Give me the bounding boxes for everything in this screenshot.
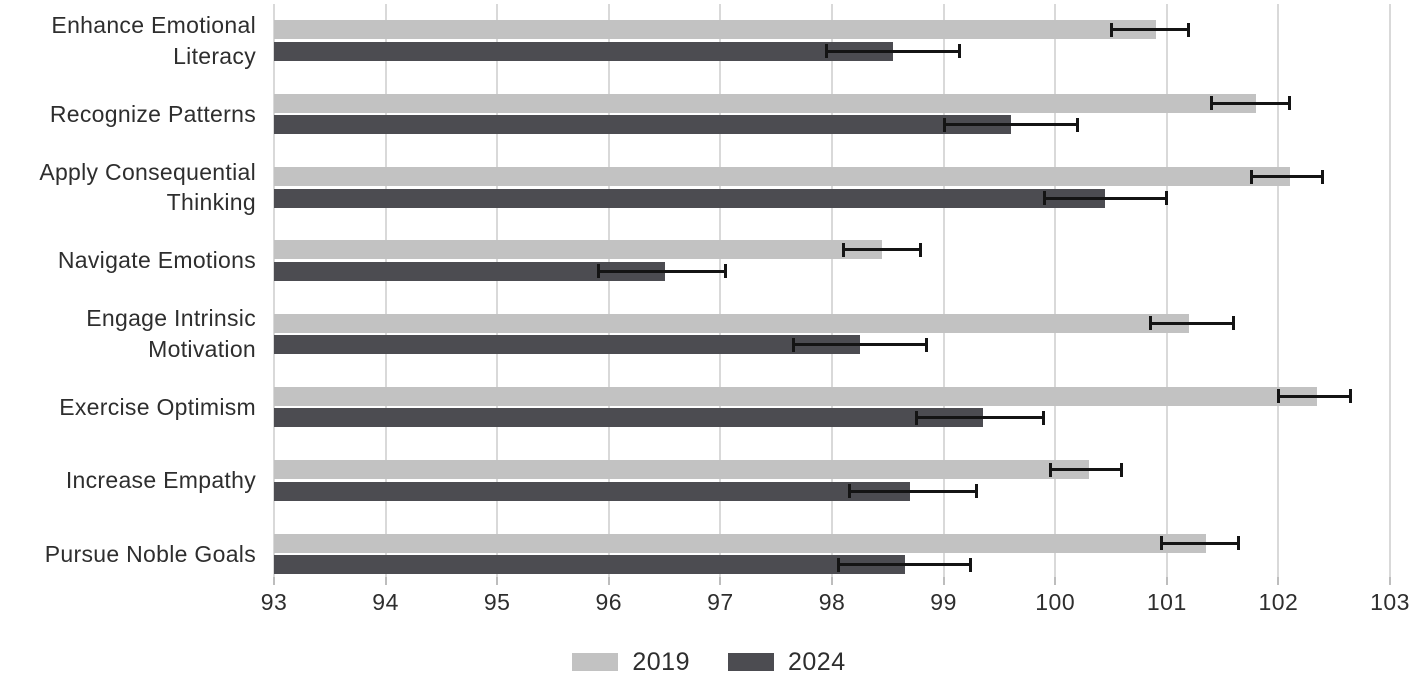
legend-swatch-2024 (728, 653, 774, 671)
tick-mark-103 (1389, 577, 1391, 585)
legend-label-2019: 2019 (632, 647, 690, 676)
tick-mark-99 (942, 577, 945, 585)
legend-item-2024: 2024 (728, 648, 846, 677)
bar-2019-1 (274, 93, 1257, 113)
x-tick-label: 95 (483, 589, 511, 615)
bar-2019-3 (274, 240, 883, 260)
bar-2024-7 (274, 555, 905, 574)
gridline-97 (719, 4, 722, 577)
bar-2024-3 (274, 261, 665, 281)
gridline-93 (273, 4, 275, 577)
error-bar-2024-4 (791, 337, 928, 352)
tick-mark-96 (607, 577, 610, 585)
category-label: Recognize Patterns (49, 100, 256, 127)
category-label: Increase Empathy (65, 467, 256, 494)
category-label: Engage Intrinsic Motivation (86, 305, 256, 362)
bar-2024-0 (274, 41, 894, 61)
tick-mark-100 (1054, 577, 1057, 585)
category-label: Navigate Emotions (57, 247, 256, 274)
tick-mark-94 (384, 577, 387, 585)
x-tick-label: 100 (1035, 589, 1076, 615)
x-tick-label: 102 (1258, 589, 1299, 615)
bar-2019-5 (274, 386, 1318, 406)
error-bar-2019-5 (1277, 389, 1352, 404)
bar-2019-0 (274, 20, 1156, 40)
legend: 2019 2024 (0, 642, 1418, 682)
error-bar-2019-6 (1048, 462, 1123, 477)
tick-mark-93 (273, 577, 275, 585)
tick-mark-102 (1277, 577, 1280, 585)
error-bar-2024-1 (942, 117, 1079, 132)
gridline-96 (607, 4, 610, 577)
legend-item-2019: 2019 (572, 648, 690, 677)
bar-2024-2 (274, 188, 1106, 208)
x-tick-label: 94 (372, 589, 399, 615)
gridline-101 (1165, 4, 1168, 577)
gridline-103 (1389, 4, 1391, 577)
bar-2019-4 (274, 313, 1190, 333)
x-tick-label: 93 (260, 589, 288, 615)
bar-2024-6 (274, 481, 911, 501)
bar-2019-2 (274, 167, 1290, 186)
legend-label-2024: 2024 (788, 647, 846, 676)
bar-2019-6 (274, 460, 1089, 480)
error-bar-2024-0 (825, 44, 962, 59)
gridline-100 (1054, 4, 1057, 577)
legend-swatch-2019 (572, 653, 619, 671)
category-label: Pursue Noble Goals (44, 540, 256, 567)
error-bar-2024-6 (847, 484, 979, 499)
error-bar-2019-7 (1160, 536, 1241, 550)
gridline-94 (384, 4, 387, 577)
error-bar-2024-2 (1043, 191, 1168, 205)
error-bar-2019-4 (1149, 316, 1235, 331)
bar-2024-1 (274, 115, 1011, 135)
gridline-95 (496, 4, 499, 577)
error-bar-2019-2 (1249, 169, 1324, 184)
gridline-102 (1277, 4, 1280, 577)
x-axis: 93 94 95 96 97 98 99 100 101 102 103 (261, 577, 1409, 625)
x-tick-label: 99 (930, 589, 957, 615)
error-bar-2019-0 (1109, 22, 1191, 37)
bar-2024-4 (274, 335, 860, 355)
x-tick-label: 96 (595, 589, 623, 615)
gridline-98 (831, 4, 833, 577)
x-tick-label: 103 (1370, 589, 1410, 615)
error-bar-2019-1 (1210, 96, 1291, 111)
x-tick-label: 97 (707, 589, 734, 615)
error-bar-2024-3 (596, 264, 728, 279)
plot-area (273, 4, 1391, 577)
category-label: Apply Consequential Thinking (39, 158, 256, 216)
tick-mark-101 (1165, 577, 1168, 585)
error-bar-2024-7 (836, 557, 973, 572)
error-bar-2024-5 (914, 410, 1046, 425)
category-label: Exercise Optimism (59, 393, 256, 420)
x-tick-label: 98 (818, 589, 846, 615)
category-label: Enhance Emotional Literacy (51, 12, 256, 69)
x-tick-label: 101 (1146, 589, 1187, 615)
bar-2024-5 (274, 408, 983, 428)
tick-mark-97 (719, 577, 722, 585)
tick-mark-98 (831, 577, 833, 585)
category-labels: Enhance Emotional Literacy Recognize Patt… (0, 4, 256, 577)
tick-mark-95 (496, 577, 499, 585)
error-bar-2019-3 (842, 242, 923, 257)
bar-2019-7 (274, 533, 1206, 553)
gridline-99 (942, 4, 945, 577)
